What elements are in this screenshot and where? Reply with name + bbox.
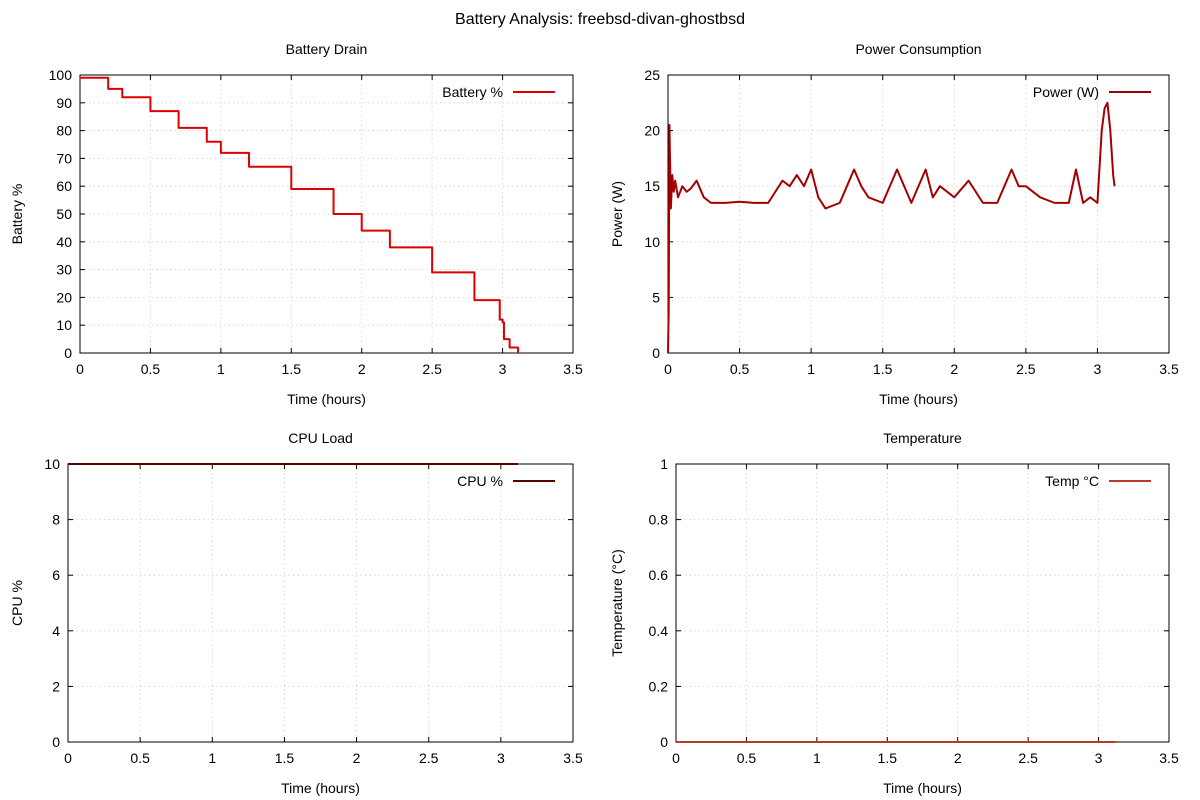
y-tick-label: 20 xyxy=(56,289,72,305)
legend-label-battery: Battery % xyxy=(442,84,503,100)
x-tick-label: 2 xyxy=(353,750,361,766)
legend-label-cpu: CPU % xyxy=(457,473,503,489)
y-tick-label: 100 xyxy=(49,67,73,83)
y-tick-label: 5 xyxy=(652,289,660,305)
x-tick-label: 0.5 xyxy=(737,750,757,766)
y-tick-label: 10 xyxy=(644,234,660,250)
y-tick-label: 80 xyxy=(56,123,72,139)
panel-temp: Temperature 0 0.5 1 1.5 2 2.5 3 3.5 0 0.2 0.4 0.6 0.8… xyxy=(609,430,1179,796)
y-tick-label: 0 xyxy=(652,345,660,361)
panel-title-battery: Battery Drain xyxy=(286,41,368,57)
legend-label-temp: Temp °C xyxy=(1045,473,1099,489)
y-tick-label: 60 xyxy=(56,178,72,194)
x-tick-label: 2.5 xyxy=(422,361,442,377)
x-tick-label: 1.5 xyxy=(282,361,302,377)
legend-label-power: Power (W) xyxy=(1033,84,1099,100)
y-tick-label: 0.8 xyxy=(649,512,669,528)
x-axis-label-cpu: Time (hours) xyxy=(281,780,360,796)
x-tick-label: 2 xyxy=(358,361,366,377)
figure-title: Battery Analysis: freebsd-divan-ghostbsd xyxy=(455,11,745,28)
y-tick-label: 25 xyxy=(644,67,660,83)
panel-battery: Battery Drain 0 0.5 1 1.5 2 2.5 3 3.5 0 10 20 30 40 50… xyxy=(9,41,583,407)
x-tick-label: 1 xyxy=(807,361,815,377)
x-tick-label: 1 xyxy=(813,750,821,766)
y-tick-label: 1 xyxy=(660,456,668,472)
x-tick-label: 3 xyxy=(497,750,505,766)
x-axis-label-temp: Time (hours) xyxy=(883,780,962,796)
y-tick-label: 70 xyxy=(56,150,72,166)
x-tick-label: 3.5 xyxy=(563,750,583,766)
y-tick-label: 20 xyxy=(644,123,660,139)
x-tick-label: 0 xyxy=(64,750,72,766)
series-line-power xyxy=(667,101,1116,354)
y-tick-label: 50 xyxy=(56,206,72,222)
y-tick-label: 0 xyxy=(52,734,60,750)
y-tick-label: 2 xyxy=(52,678,60,694)
x-tick-label: 3 xyxy=(1095,750,1103,766)
panel-title-power: Power Consumption xyxy=(855,41,981,57)
y-axis-label-temp: Temperature (°C) xyxy=(609,549,625,657)
y-tick-label: 10 xyxy=(56,317,72,333)
x-tick-label: 2.5 xyxy=(419,750,439,766)
x-tick-label: 0.5 xyxy=(141,361,161,377)
x-tick-label: 1.5 xyxy=(873,361,893,377)
x-tick-label: 0 xyxy=(76,361,84,377)
plot-frame-power xyxy=(667,74,1170,354)
y-tick-label: 0.2 xyxy=(649,678,669,694)
y-axis-label-power: Power (W) xyxy=(609,181,625,247)
y-tick-label: 0 xyxy=(64,345,72,361)
x-tick-label: 0.5 xyxy=(730,361,750,377)
y-axis-label-cpu: CPU % xyxy=(9,580,25,626)
x-tick-label: 2.5 xyxy=(1016,361,1036,377)
y-tick-label: 0 xyxy=(660,734,668,750)
y-tick-label: 30 xyxy=(56,262,72,278)
x-tick-label: 3.5 xyxy=(1159,361,1179,377)
x-tick-label: 3 xyxy=(1094,361,1102,377)
y-tick-label: 0.6 xyxy=(649,567,669,583)
x-tick-label: 0 xyxy=(664,361,672,377)
x-tick-label: 2 xyxy=(950,361,958,377)
y-tick-label: 0.4 xyxy=(649,623,669,639)
y-tick-label: 4 xyxy=(52,623,60,639)
x-tick-label: 3.5 xyxy=(1159,750,1179,766)
y-tick-label: 10 xyxy=(44,456,60,472)
plot-frame-cpu xyxy=(67,463,574,743)
panel-cpu: CPU Load 0 0.5 1 1.5 2 2.5 3 3.5 0 2 4 6 8 10 Time (hou… xyxy=(9,430,583,796)
y-tick-label: 15 xyxy=(644,178,660,194)
plot-frame-temp xyxy=(675,463,1170,743)
x-tick-label: 2.5 xyxy=(1018,750,1038,766)
y-tick-label: 40 xyxy=(56,234,72,250)
y-axis-label-battery: Battery % xyxy=(9,184,25,245)
x-tick-label: 1 xyxy=(217,361,225,377)
panel-power: Power Consumption 0 0.5 1 1.5 2 2.5 3 3.5 0 5 10 15 2… xyxy=(609,41,1179,407)
series-line-battery xyxy=(80,76,520,353)
x-tick-label: 0 xyxy=(672,750,680,766)
y-tick-label: 8 xyxy=(52,512,60,528)
x-axis-label-battery: Time (hours) xyxy=(287,391,366,407)
y-tick-label: 6 xyxy=(52,567,60,583)
x-tick-label: 1 xyxy=(208,750,216,766)
x-tick-label: 0.5 xyxy=(130,750,150,766)
x-tick-label: 3 xyxy=(499,361,507,377)
x-tick-label: 3.5 xyxy=(563,361,583,377)
x-tick-label: 2 xyxy=(954,750,962,766)
panel-title-temp: Temperature xyxy=(883,430,962,446)
x-tick-label: 1.5 xyxy=(878,750,898,766)
y-tick-label: 90 xyxy=(56,95,72,111)
panel-title-cpu: CPU Load xyxy=(288,430,353,446)
x-tick-label: 1.5 xyxy=(275,750,295,766)
x-axis-label-power: Time (hours) xyxy=(879,391,958,407)
